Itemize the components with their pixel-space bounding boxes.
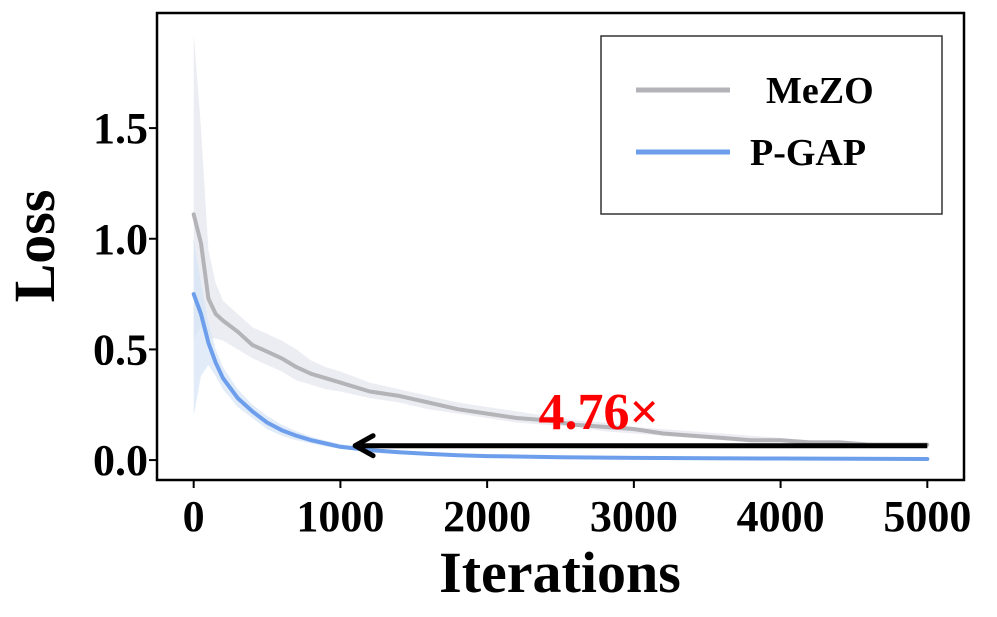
- y-tick-label: 1.5: [93, 104, 148, 153]
- series-line-mezo: [191, 212, 930, 447]
- speedup-label: 4.76×: [538, 384, 659, 441]
- speedup-annotation: 4.76×: [352, 384, 928, 459]
- x-tick-label: 3000: [590, 492, 678, 541]
- plot-frame: [155, 11, 966, 482]
- y-tick-label: 0.5: [93, 325, 148, 374]
- legend-frame: [600, 35, 943, 215]
- y-tick-label: 1.0: [93, 215, 148, 264]
- y-axis-ticks: 0.0 0.5 1.0 1.5: [93, 104, 157, 485]
- legend: MeZO P-GAP: [600, 35, 943, 215]
- x-axis-ticks: 0 1000 2000 3000 4000 5000: [183, 480, 971, 541]
- y-axis-label: Loss: [2, 190, 67, 303]
- x-tick-label: 4000: [737, 492, 825, 541]
- legend-label-mezo: MeZO: [766, 70, 874, 112]
- x-tick-label: 1000: [296, 492, 384, 541]
- x-tick-label: 0: [183, 492, 205, 541]
- y-tick-label: 0.0: [93, 436, 148, 485]
- x-axis-label: Iterations: [439, 540, 681, 605]
- series-line-p-gap: [191, 292, 930, 461]
- series-lines: [191, 212, 930, 461]
- x-tick-label: 2000: [443, 492, 531, 541]
- x-tick-label: 5000: [883, 492, 971, 541]
- arrow-head-icon: [352, 433, 376, 459]
- legend-label-pgap: P-GAP: [750, 132, 866, 174]
